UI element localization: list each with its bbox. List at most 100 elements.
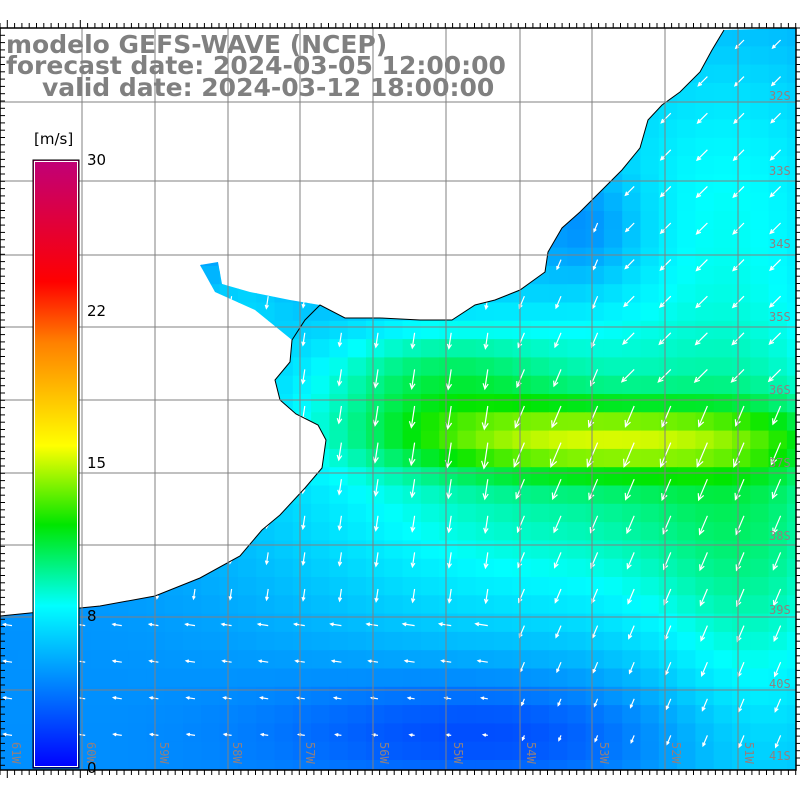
speed-cell: [786, 467, 796, 487]
speed-cell: [183, 723, 202, 743]
speed-cell: [750, 394, 770, 413]
speed-cell: [585, 82, 605, 102]
speed-cell: [658, 522, 678, 541]
speed-cell: [786, 631, 796, 651]
speed-cell: [91, 192, 111, 212]
speed-cell: [347, 137, 367, 157]
speed-cell: [603, 650, 623, 670]
speed-cell: [549, 28, 568, 47]
speed-cell: [183, 558, 202, 578]
speed-cell: [640, 522, 660, 541]
speed-cell: [494, 82, 513, 102]
speed-cell: [439, 540, 459, 560]
speed-cell: [146, 686, 166, 706]
speed-cell: [292, 375, 312, 395]
speed-cell: [311, 394, 330, 413]
speed-cell: [292, 522, 312, 541]
speed-cell: [237, 119, 257, 139]
wind-arrow: [111, 659, 122, 664]
colorbar-tick: 15: [87, 454, 107, 472]
speed-cell: [256, 650, 276, 670]
speed-cell: [713, 686, 733, 706]
speed-cell: [384, 156, 404, 175]
speed-cell: [256, 595, 276, 615]
speed-cell: [329, 302, 349, 322]
speed-cell: [402, 119, 422, 139]
speed-cell: [695, 485, 715, 505]
wind-arrow: [301, 296, 306, 309]
speed-cell: [164, 320, 184, 340]
wind-arrow: [695, 222, 708, 235]
speed-cell: [530, 28, 550, 47]
wind-arrow: [265, 113, 270, 124]
speed-cell: [128, 412, 147, 432]
wind-arrow: [661, 39, 672, 50]
speed-cell: [347, 265, 367, 285]
speed-cell: [585, 760, 605, 770]
speed-cell: [549, 595, 568, 615]
wind-arrow: [82, 405, 86, 417]
speed-cell: [786, 46, 796, 66]
wind-arrow: [228, 405, 233, 420]
latitude-label: 38S: [769, 529, 791, 543]
wind-arrow: [773, 625, 782, 643]
wind-arrow: [624, 478, 635, 501]
speed-cell: [366, 686, 385, 706]
speed-cell: [585, 430, 605, 450]
speed-cell: [219, 668, 239, 688]
speed-cell: [786, 339, 796, 358]
speed-cell: [732, 613, 751, 633]
speed-cell: [384, 394, 404, 413]
wind-arrow: [221, 659, 232, 664]
speed-cell: [750, 82, 770, 102]
speed-cell: [603, 247, 623, 267]
speed-cell: [768, 265, 788, 285]
speed-cell: [713, 156, 733, 175]
speed-cell: [0, 247, 19, 267]
speed-cell: [530, 467, 550, 487]
speed-cell: [585, 577, 605, 596]
wind-arrow: [448, 259, 452, 272]
speed-cell: [640, 412, 660, 432]
speed-cell: [0, 723, 19, 743]
speed-cell: [439, 211, 459, 230]
speed-cell: [658, 339, 678, 358]
speed-cell: [713, 595, 733, 615]
speed-cell: [713, 485, 733, 505]
speed-cell: [292, 650, 312, 670]
speed-cell: [512, 540, 532, 560]
speed-cell: [164, 192, 184, 212]
speed-cell: [695, 247, 715, 267]
speed-cell: [457, 503, 477, 523]
speed-cell: [439, 631, 459, 651]
speed-cell: [732, 430, 751, 450]
speed-cell: [457, 375, 477, 395]
speed-cell: [732, 339, 751, 358]
speed-cell: [585, 558, 605, 578]
colorbar-tick: 0: [87, 759, 97, 777]
speed-cell: [658, 101, 678, 121]
speed-cell: [183, 375, 202, 395]
speed-cell: [567, 320, 587, 340]
speed-cell: [366, 156, 385, 175]
speed-cell: [201, 705, 221, 724]
speed-cell: [457, 339, 477, 358]
speed-cell: [768, 28, 788, 47]
speed-cell: [567, 595, 587, 615]
wind-arrow: [446, 479, 453, 500]
speed-cell: [768, 101, 788, 121]
speed-cell: [420, 705, 440, 724]
speed-cell: [146, 211, 166, 230]
wind-arrow: [301, 552, 306, 567]
speed-cell: [622, 540, 642, 560]
wind-arrow: [119, 149, 123, 160]
speed-cell: [457, 119, 477, 139]
wind-arrow: [556, 661, 562, 674]
wind-arrow: [192, 113, 196, 124]
speed-cell: [146, 430, 166, 450]
speed-cell: [164, 448, 184, 468]
speed-cell: [603, 394, 623, 413]
speed-cell: [695, 613, 715, 633]
speed-cell: [311, 595, 330, 615]
speed-cell: [420, 156, 440, 175]
